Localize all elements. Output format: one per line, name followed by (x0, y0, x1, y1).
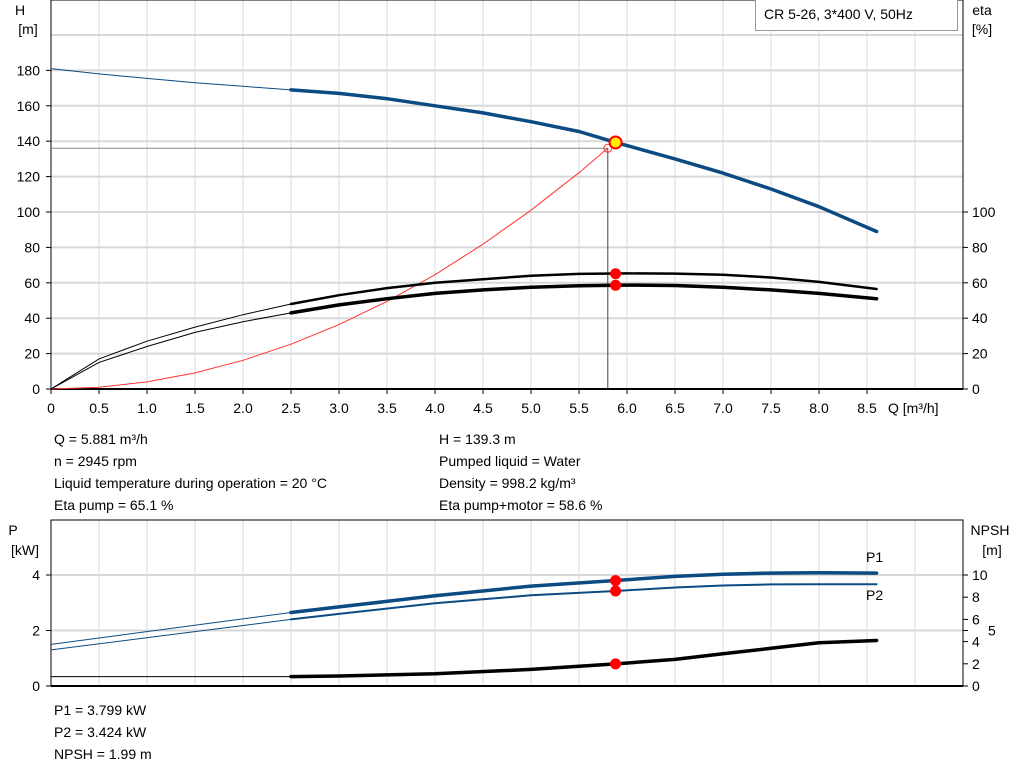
p1-series-label: P1 (866, 549, 883, 565)
x-tick-label: 3.0 (329, 400, 349, 416)
head-curve (289, 88, 879, 234)
x-tick-label: 1.0 (137, 400, 157, 416)
x-tick-label: 4.0 (425, 400, 445, 416)
p1-curve-thin (50, 612, 292, 645)
y-tick-label-right: 0 (972, 381, 980, 397)
y-tick-label-right: 10 (972, 567, 988, 583)
eta-pump-curve-thin (50, 303, 292, 390)
y-tick-label-left: 140 (17, 133, 41, 149)
top-plot-frame (50, 0, 964, 390)
y-tick-label-right: 5 (988, 623, 996, 639)
y-tick-label-left: 180 (17, 62, 41, 78)
p2-curve (290, 583, 878, 621)
y-axis-label-left: P (8, 522, 17, 538)
head-curve-thin (50, 68, 292, 91)
x-tick-label: 4.5 (473, 400, 493, 416)
p1-curve (289, 571, 879, 615)
y-axis-label-right: NPSH (971, 522, 1010, 538)
y-tick-label-left: 80 (24, 239, 40, 255)
y-tick-label-left: 20 (24, 346, 40, 362)
x-axis-label: Q [m³/h] (888, 400, 939, 416)
info-temp: Liquid temperature during operation = 20… (54, 475, 327, 491)
y-axis-label-left-unit: [kW] (11, 542, 39, 558)
legend-title: CR 5-26, 3*400 V, 50Hz (764, 6, 913, 22)
pump-legend-box: CR 5-26, 3*400 V, 50Hz (755, 0, 958, 31)
x-tick-label: 2.5 (281, 400, 301, 416)
info-top-right: H = 139.3 m Pumped liquid = Water Densit… (439, 428, 602, 516)
y-tick-label-right: 2 (972, 656, 980, 672)
eta-pump-curve (289, 272, 878, 306)
info-p1: P1 = 3.799 kW (54, 702, 147, 718)
y-tick-label-right: 100 (972, 204, 996, 220)
p2-curve-thin (50, 618, 292, 651)
x-tick-label: 0 (47, 400, 55, 416)
bottom-plot-frame (50, 519, 964, 687)
x-tick-label: 8.0 (809, 400, 829, 416)
x-tick-label: 1.5 (185, 400, 205, 416)
eta-pump-motor-marker (610, 279, 622, 291)
y-tick-label-left: 60 (24, 275, 40, 291)
y-tick-label-left: 2 (32, 623, 40, 639)
y-axis-label-left-unit: [m] (18, 21, 37, 37)
y-tick-label-left: 0 (32, 381, 40, 397)
x-tick-label: 6.0 (617, 400, 637, 416)
x-tick-label: 3.5 (377, 400, 397, 416)
y-tick-label-right: 4 (972, 634, 980, 650)
info-npsh: NPSH = 1.99 m (54, 746, 152, 762)
x-tick-label: 5.0 (521, 400, 541, 416)
info-eta-pump-motor: Eta pump+motor = 58.6 % (439, 497, 603, 513)
x-tick-label: 5.5 (569, 400, 589, 416)
info-q: Q = 5.881 m³/h (54, 431, 148, 447)
y-tick-label-left: 160 (17, 98, 41, 114)
system-curve (50, 147, 609, 390)
y-tick-label-left: 120 (17, 169, 41, 185)
y-tick-label-right: 0 (972, 678, 980, 694)
y-axis-label-right: eta (972, 2, 992, 18)
y-axis-label-right-unit: [m] (982, 542, 1001, 558)
p1-marker (610, 575, 622, 587)
info-h: H = 139.3 m (439, 431, 516, 447)
npsh-curve (289, 638, 879, 679)
info-top-left: Q = 5.881 m³/h n = 2945 rpm Liquid tempe… (54, 428, 327, 516)
info-p2: P2 = 3.424 kW (54, 724, 147, 740)
y-tick-label-left: 100 (17, 204, 41, 220)
info-bottom: P1 = 3.799 kW P2 = 3.424 kW NPSH = 1.99 … (54, 699, 152, 765)
y-tick-label-right: 40 (972, 310, 988, 326)
eta-pump-motor-curve (289, 283, 879, 315)
eta-pump-motor-curve-thin (50, 312, 292, 390)
info-eta-pump: Eta pump = 65.1 % (54, 497, 174, 513)
y-tick-label-right: 6 (972, 611, 980, 627)
x-tick-label: 2.0 (233, 400, 253, 416)
p2-series-label: P2 (866, 587, 883, 603)
eta-pump-marker (610, 268, 622, 280)
x-tick-label: 8.5 (857, 400, 877, 416)
x-tick-label: 7.5 (761, 400, 781, 416)
info-density: Density = 998.2 kg/m³ (439, 475, 576, 491)
duty-point-marker (608, 135, 623, 150)
info-n: n = 2945 rpm (54, 453, 137, 469)
x-tick-label: 7.0 (713, 400, 733, 416)
y-tick-label-right: 8 (972, 589, 980, 605)
y-axis-label-right-unit: [%] (972, 21, 992, 37)
y-tick-label-left: 4 (32, 567, 40, 583)
y-tick-label-left: 0 (32, 678, 40, 694)
x-tick-label: 6.5 (665, 400, 685, 416)
x-tick-label: 0.5 (89, 400, 109, 416)
npsh-marker (610, 658, 622, 670)
y-tick-label-right: 80 (972, 239, 988, 255)
y-tick-label-left: 40 (24, 310, 40, 326)
p2-marker (610, 585, 622, 597)
y-tick-label-right: 60 (972, 275, 988, 291)
y-tick-label-right: 20 (972, 346, 988, 362)
y-axis-label-left: H (15, 2, 25, 18)
info-liquid: Pumped liquid = Water (439, 453, 581, 469)
